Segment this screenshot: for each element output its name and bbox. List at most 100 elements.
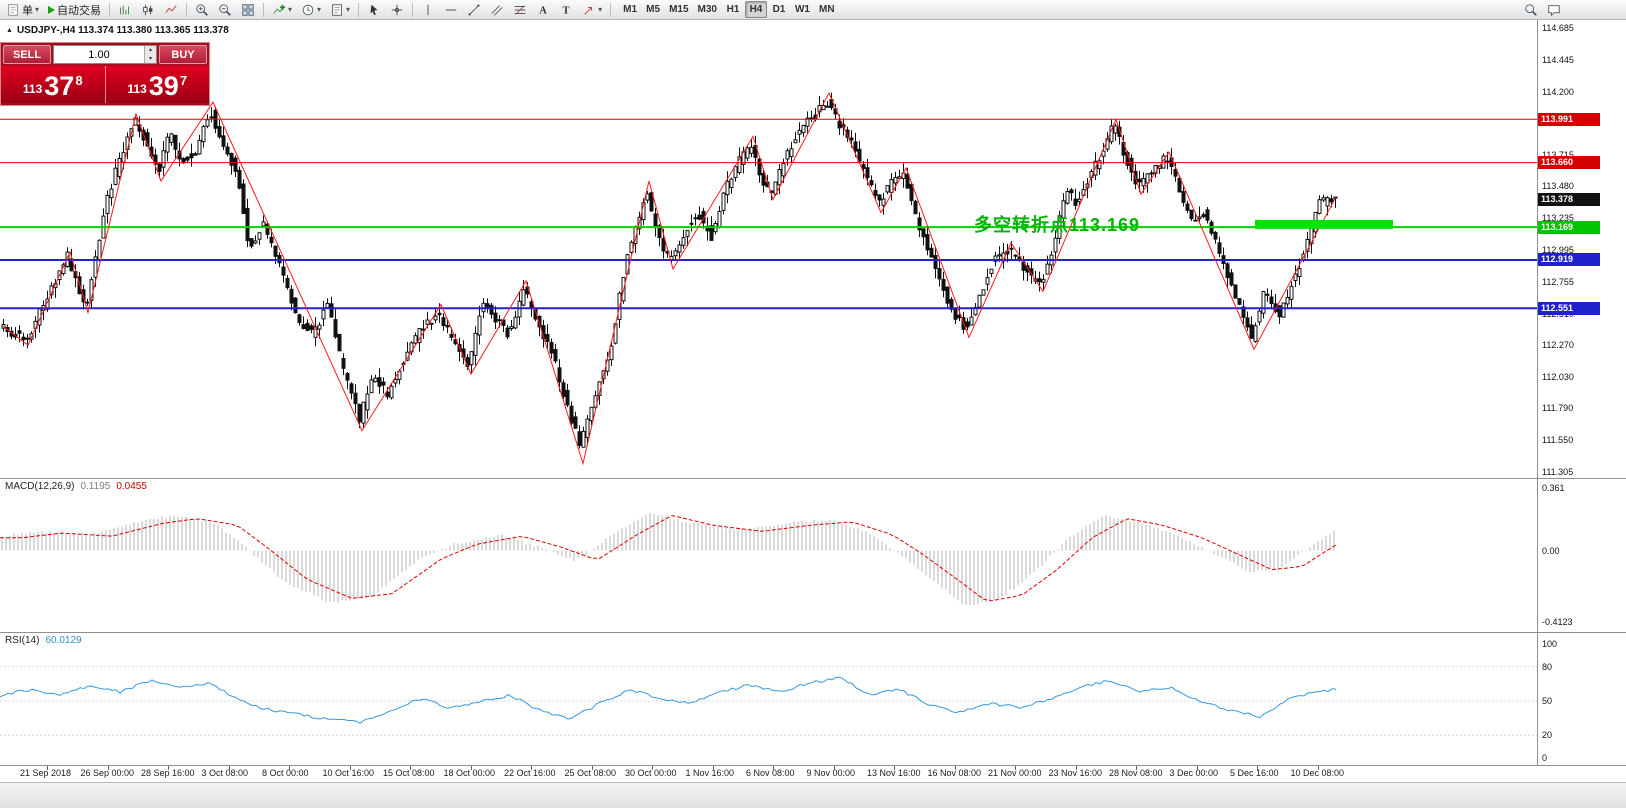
horizontal-line-button[interactable] bbox=[440, 1, 462, 19]
time-axis-label: 16 Nov 08:00 bbox=[927, 768, 982, 778]
timeframe-button-MN[interactable]: MN bbox=[815, 1, 839, 18]
time-axis-tick bbox=[1075, 766, 1077, 770]
toolbar: 单 ▾ 自动交易 ▾ ▾ ▾ A T ▾ M1 M5 M15 M30 H1 H4 D1 W1 M… bbox=[0, 0, 1626, 20]
chevron-down-icon: ▾ bbox=[288, 4, 293, 14]
timeframe-group: M1 M5 M15 M30 H1 H4 D1 W1 MN bbox=[619, 1, 838, 18]
time-axis-tick bbox=[228, 766, 230, 770]
price-tick-label: 113.715 bbox=[1542, 150, 1574, 160]
volume-decrease-button[interactable]: ▾ bbox=[145, 54, 156, 63]
chat-button[interactable] bbox=[1543, 1, 1565, 19]
search-button[interactable] bbox=[1520, 1, 1542, 19]
buy-price[interactable]: 113 39 7 bbox=[106, 66, 210, 103]
time-axis-tick bbox=[894, 766, 895, 770]
text-tool-icon: A bbox=[539, 5, 547, 16]
toolbar-separator bbox=[412, 2, 414, 17]
timeframe-button-M1[interactable]: M1 bbox=[619, 1, 641, 18]
autotrading-button[interactable]: 自动交易 bbox=[44, 1, 105, 19]
timeframe-button-H4[interactable]: H4 bbox=[744, 1, 767, 18]
new-order-label: 单 bbox=[22, 4, 33, 17]
bar-chart-button[interactable] bbox=[114, 1, 136, 19]
volume-increase-button[interactable]: ▴ bbox=[145, 46, 156, 55]
clock-icon bbox=[302, 4, 314, 15]
indicators-button[interactable]: ▾ bbox=[268, 1, 296, 19]
vertical-line-button[interactable] bbox=[417, 1, 439, 19]
timeframe-button-W1[interactable]: W1 bbox=[791, 1, 814, 18]
text-tool-button[interactable]: A bbox=[532, 1, 554, 19]
price-tick-label: 113.235 bbox=[1542, 213, 1574, 224]
timeframe-button-M5[interactable]: M5 bbox=[642, 1, 664, 18]
volume-spinner: ▴ ▾ bbox=[144, 46, 156, 63]
macd-panel[interactable] bbox=[0, 478, 1537, 632]
time-axis-tick bbox=[531, 766, 532, 770]
timeframe-button-M30[interactable]: M30 bbox=[694, 1, 721, 18]
price-axis-divider bbox=[1537, 20, 1538, 765]
sell-price-big: 37 bbox=[44, 71, 75, 101]
toolbar-separator bbox=[610, 2, 612, 17]
arrow-tool-icon bbox=[584, 6, 593, 15]
status-bar bbox=[0, 782, 1626, 808]
time-axis-tick bbox=[410, 766, 411, 770]
time-axis-label: 3 Oct 08:00 bbox=[201, 768, 249, 778]
periods-button[interactable]: ▾ bbox=[297, 1, 325, 19]
sell-button[interactable]: SELL bbox=[3, 45, 51, 64]
rsi-axis-label: 20 bbox=[1542, 730, 1553, 741]
sell-price-prefix: 113 bbox=[22, 82, 43, 96]
price-tag-113.660: 113.660 bbox=[1538, 156, 1600, 170]
price-tick-label: 111.790 bbox=[1542, 403, 1574, 414]
rsi-axis-label: 80 bbox=[1542, 661, 1553, 672]
chat-icon bbox=[1548, 4, 1560, 16]
toolbar-separator bbox=[109, 2, 111, 17]
time-axis-tick bbox=[470, 766, 472, 770]
buy-button[interactable]: BUY bbox=[159, 45, 207, 64]
label-tool-button[interactable]: T bbox=[555, 1, 577, 19]
zoom-out-button[interactable] bbox=[214, 1, 236, 19]
time-axis-tick bbox=[773, 766, 774, 770]
line-chart-button[interactable] bbox=[160, 1, 182, 19]
buy-price-sup: 7 bbox=[179, 73, 188, 88]
cursor-button[interactable] bbox=[363, 1, 385, 19]
tile-windows-button[interactable] bbox=[237, 1, 259, 19]
volume-input[interactable] bbox=[54, 46, 144, 63]
time-axis-label: 22 Oct 16:00 bbox=[504, 768, 556, 778]
timeframe-button-H1[interactable]: H1 bbox=[722, 1, 744, 18]
price-tick-label: 112.030 bbox=[1542, 371, 1574, 382]
time-axis-tick bbox=[289, 766, 290, 770]
trendline-button[interactable] bbox=[463, 1, 485, 19]
panel-divider[interactable] bbox=[0, 478, 1626, 479]
autotrading-label: 自动交易 bbox=[57, 4, 102, 17]
sell-price[interactable]: 113 37 8 bbox=[1, 66, 106, 103]
panel-divider[interactable] bbox=[0, 632, 1626, 633]
crosshair-button[interactable] bbox=[386, 1, 408, 19]
arrows-tool-button[interactable]: ▾ bbox=[578, 1, 606, 19]
price-tag-113.169: 113.169 bbox=[1538, 220, 1600, 234]
timeframe-button-D1[interactable]: D1 bbox=[768, 1, 790, 18]
zoom-in-button[interactable] bbox=[191, 1, 213, 19]
buy-price-prefix: 113 bbox=[127, 82, 147, 96]
time-axis-tick bbox=[954, 766, 956, 770]
rsi-panel[interactable] bbox=[0, 632, 1537, 765]
horizontal-line-icon bbox=[445, 9, 457, 10]
price-tick-label: 111.550 bbox=[1542, 434, 1574, 445]
rsi-value: 60.0129 bbox=[45, 635, 82, 646]
timeframe-button-M15[interactable]: M15 bbox=[665, 1, 692, 18]
templates-button[interactable]: ▾ bbox=[326, 1, 354, 19]
chevron-down-icon: ▾ bbox=[346, 4, 351, 14]
price-tag-113.991: 113.991 bbox=[1538, 112, 1600, 126]
fibonacci-button[interactable] bbox=[509, 1, 531, 19]
search-icon bbox=[1525, 3, 1537, 16]
zoom-out-icon bbox=[219, 3, 231, 16]
channel-button[interactable] bbox=[486, 1, 508, 19]
time-axis-label: 5 Dec 16:00 bbox=[1230, 768, 1279, 778]
zoom-in-icon bbox=[196, 3, 208, 16]
toolbar-separator bbox=[263, 2, 265, 17]
time-axis-label: 30 Oct 00:00 bbox=[625, 768, 677, 778]
time-axis-label: 3 Dec 00:00 bbox=[1169, 768, 1219, 778]
time-axis-label: 21 Nov 00:00 bbox=[988, 768, 1042, 778]
candlestick-chart-button[interactable] bbox=[137, 1, 159, 19]
one-click-trading-panel: SELL ▴ ▾ BUY 113 37 8 113 39 7 bbox=[0, 42, 210, 106]
time-axis-tick bbox=[47, 766, 48, 770]
main-chart[interactable] bbox=[0, 20, 1537, 478]
new-order-button[interactable]: 单 ▾ bbox=[2, 1, 43, 19]
time-axis-label: 26 Sep 00:00 bbox=[80, 768, 135, 778]
